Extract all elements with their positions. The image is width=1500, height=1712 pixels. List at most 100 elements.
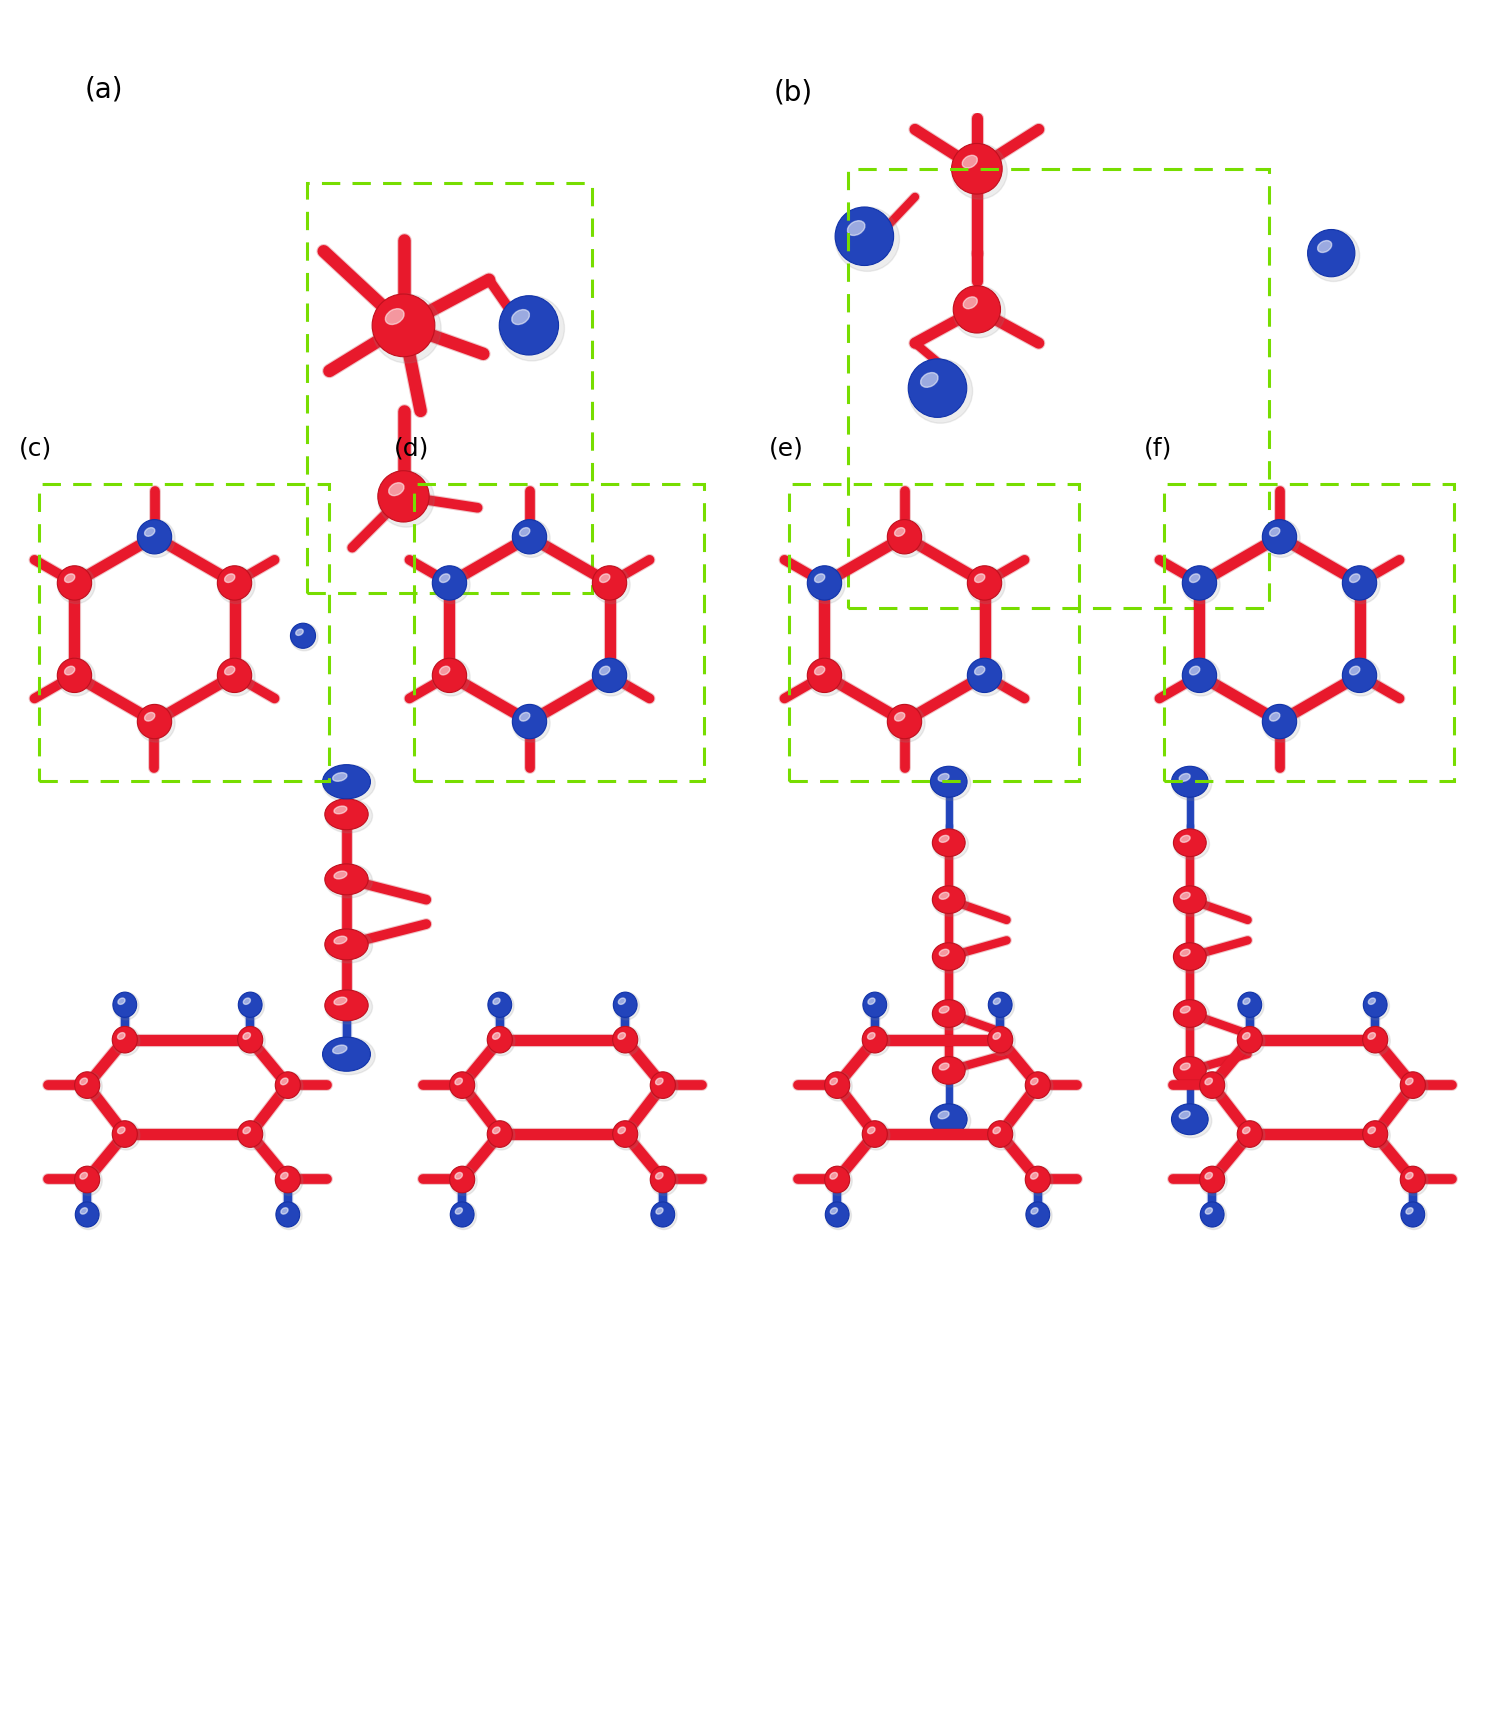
Ellipse shape: [592, 565, 630, 604]
Ellipse shape: [334, 996, 346, 1005]
Ellipse shape: [968, 657, 1005, 697]
Ellipse shape: [1200, 1202, 1227, 1229]
Ellipse shape: [326, 990, 372, 1024]
Ellipse shape: [450, 1166, 477, 1195]
Ellipse shape: [815, 666, 825, 675]
Circle shape: [1182, 565, 1216, 601]
Ellipse shape: [488, 1027, 514, 1056]
Ellipse shape: [1180, 1007, 1190, 1014]
Ellipse shape: [1362, 1121, 1390, 1150]
Ellipse shape: [57, 657, 94, 697]
Ellipse shape: [80, 1173, 87, 1180]
Text: (f): (f): [1144, 437, 1173, 461]
Ellipse shape: [1190, 574, 1200, 582]
Ellipse shape: [1242, 1126, 1250, 1133]
Ellipse shape: [1173, 1056, 1209, 1087]
Ellipse shape: [930, 767, 970, 800]
Circle shape: [951, 144, 1002, 193]
Ellipse shape: [492, 1032, 500, 1039]
Ellipse shape: [333, 1044, 346, 1053]
Ellipse shape: [830, 1173, 837, 1180]
Ellipse shape: [1238, 993, 1264, 1020]
Ellipse shape: [1244, 998, 1250, 1005]
Circle shape: [450, 1166, 474, 1193]
Circle shape: [825, 1202, 849, 1228]
Circle shape: [488, 1027, 513, 1053]
Ellipse shape: [513, 704, 550, 743]
Ellipse shape: [1342, 657, 1380, 697]
Ellipse shape: [1269, 527, 1280, 536]
Ellipse shape: [894, 527, 904, 536]
Circle shape: [217, 565, 252, 601]
Circle shape: [1263, 520, 1296, 555]
Ellipse shape: [454, 1079, 462, 1085]
Circle shape: [57, 565, 92, 601]
Circle shape: [888, 520, 921, 555]
Ellipse shape: [488, 993, 514, 1020]
Ellipse shape: [862, 1027, 889, 1056]
Circle shape: [933, 885, 964, 914]
Circle shape: [836, 207, 894, 265]
Ellipse shape: [488, 1121, 514, 1150]
Ellipse shape: [1173, 885, 1209, 916]
Ellipse shape: [951, 144, 1008, 199]
Ellipse shape: [432, 565, 470, 604]
Ellipse shape: [1368, 1032, 1376, 1039]
Ellipse shape: [440, 666, 450, 675]
Ellipse shape: [963, 296, 978, 308]
Ellipse shape: [1182, 565, 1219, 604]
Ellipse shape: [454, 1173, 462, 1180]
Ellipse shape: [656, 1079, 663, 1085]
Ellipse shape: [1173, 943, 1209, 972]
Ellipse shape: [378, 471, 435, 527]
Circle shape: [1401, 1166, 1425, 1193]
Circle shape: [651, 1072, 675, 1099]
Ellipse shape: [939, 948, 950, 957]
Ellipse shape: [64, 574, 75, 582]
Ellipse shape: [933, 829, 969, 859]
Ellipse shape: [1206, 1207, 1212, 1214]
Circle shape: [276, 1202, 300, 1228]
Ellipse shape: [939, 1007, 950, 1014]
Circle shape: [112, 1121, 138, 1147]
Ellipse shape: [237, 1027, 266, 1056]
Circle shape: [908, 360, 966, 418]
Ellipse shape: [938, 1111, 950, 1118]
Bar: [847, 169, 1269, 608]
Ellipse shape: [1242, 1032, 1250, 1039]
Ellipse shape: [117, 1126, 124, 1133]
Ellipse shape: [1180, 892, 1190, 899]
Circle shape: [1173, 943, 1206, 971]
Ellipse shape: [1317, 241, 1332, 252]
Ellipse shape: [939, 835, 950, 842]
Circle shape: [987, 1121, 1012, 1147]
Text: (b): (b): [774, 79, 813, 106]
Ellipse shape: [388, 483, 404, 496]
Ellipse shape: [512, 310, 530, 325]
Ellipse shape: [326, 800, 372, 832]
Ellipse shape: [1172, 1104, 1212, 1138]
Ellipse shape: [519, 527, 530, 536]
Circle shape: [1342, 565, 1377, 601]
Circle shape: [987, 1027, 1012, 1053]
Ellipse shape: [651, 1202, 676, 1229]
Ellipse shape: [1308, 229, 1359, 281]
Circle shape: [1172, 767, 1208, 798]
Text: (a): (a): [84, 75, 123, 103]
Text: (c): (c): [20, 437, 53, 461]
Ellipse shape: [81, 1207, 87, 1214]
Ellipse shape: [225, 666, 236, 675]
Circle shape: [1362, 1121, 1388, 1147]
Ellipse shape: [954, 286, 1005, 337]
Ellipse shape: [322, 1037, 375, 1075]
Circle shape: [500, 296, 558, 354]
Ellipse shape: [1200, 1072, 1227, 1101]
Ellipse shape: [333, 772, 346, 781]
Circle shape: [1308, 229, 1354, 277]
Circle shape: [968, 565, 1002, 601]
Circle shape: [1364, 993, 1388, 1017]
Circle shape: [276, 1166, 300, 1193]
Ellipse shape: [276, 1072, 303, 1101]
Ellipse shape: [326, 930, 372, 962]
Circle shape: [326, 800, 368, 830]
